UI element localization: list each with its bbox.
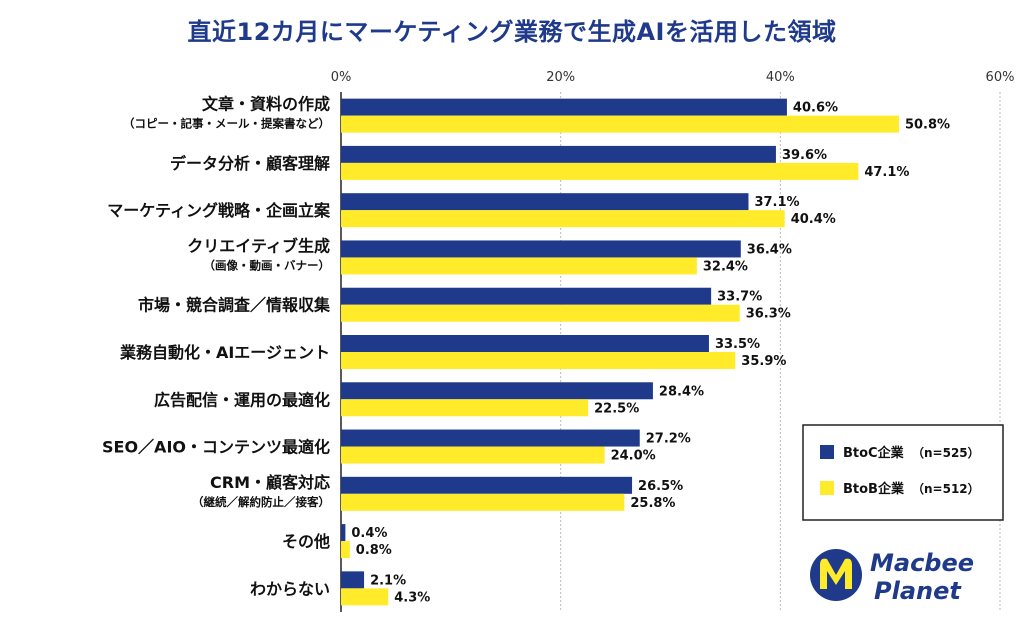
category-label: 業務自動化・AIエージェント <box>119 343 330 362</box>
bar-btoc <box>341 571 365 589</box>
bar-btob <box>341 210 785 228</box>
x-tick-label: 60% <box>986 70 1015 85</box>
logo-line2: Planet <box>874 577 962 605</box>
data-label: 2.1% <box>370 573 406 588</box>
data-label: 26.5% <box>638 479 683 494</box>
data-label: 50.8% <box>905 118 950 133</box>
category-label: 文章・資料の作成 <box>202 95 330 114</box>
data-label: 24.0% <box>611 449 656 464</box>
category-label: わからない <box>250 579 330 598</box>
bar-btob <box>341 304 740 322</box>
bar-btoc <box>341 429 640 447</box>
x-tick-label: 0% <box>331 70 352 85</box>
data-label: 39.6% <box>782 148 827 163</box>
category-label: 広告配信・運用の最適化 <box>154 390 330 409</box>
data-label: 0.4% <box>351 526 387 541</box>
data-label: 0.8% <box>356 543 392 558</box>
data-label: 25.8% <box>630 496 675 511</box>
category-sublabel: （継続／解約防止／接客） <box>192 495 330 509</box>
logo-line1: Macbee <box>870 549 974 577</box>
data-label: 40.4% <box>791 212 836 227</box>
bar-btoc <box>341 98 787 116</box>
category-label: マーケティング戦略・企画立案 <box>107 201 331 220</box>
legend: BtoC企業 （n=525） BtoB企業 （n=512） <box>802 424 1004 521</box>
bar-btoc <box>341 335 709 352</box>
bar-btoc <box>341 193 749 211</box>
data-label: 33.7% <box>717 290 762 305</box>
category-label: データ分析・顧客理解 <box>170 154 330 173</box>
x-tick-label: 40% <box>766 70 795 85</box>
bar-btoc <box>341 145 776 163</box>
legend-label-btob: BtoB企業 <box>843 481 905 497</box>
data-label: 27.2% <box>646 432 691 447</box>
bar-btoc <box>341 476 633 494</box>
legend-n-btoc: （n=525） <box>912 445 980 460</box>
category-sublabel: （画像・動画・バナー） <box>204 258 331 272</box>
bar-btob <box>341 399 589 417</box>
legend-label-btoc: BtoC企業 <box>843 445 905 461</box>
data-label: 36.4% <box>747 242 792 257</box>
label-layer: 文章・資料の作成 （コピー・記事・メール・提案書など） 40.6% 50.8% データ分… <box>102 95 950 606</box>
category-label: その他 <box>282 532 330 551</box>
category-label: CRM・顧客対応 <box>210 473 330 492</box>
data-label: 28.4% <box>659 384 704 399</box>
data-label: 33.5% <box>715 337 760 352</box>
category-label: SEO／AIO・コンテンツ最適化 <box>102 438 330 457</box>
category-label: クリエイティブ生成 <box>187 236 330 255</box>
data-label: 22.5% <box>594 401 639 416</box>
bar-btob <box>341 493 625 511</box>
data-label: 4.3% <box>394 590 430 605</box>
bar-btob <box>341 446 605 464</box>
bar-layer <box>341 98 899 606</box>
bar-btoc <box>341 524 346 542</box>
bar-btob <box>341 541 350 559</box>
bar-btob <box>341 162 859 180</box>
data-label: 37.1% <box>754 195 799 210</box>
bar-btoc <box>341 382 653 400</box>
legend-box <box>802 424 1004 521</box>
data-label: 47.1% <box>864 165 909 180</box>
data-label: 35.9% <box>741 354 786 369</box>
legend-swatch-btoc <box>820 445 834 459</box>
bar-btob <box>341 352 736 369</box>
data-label: 40.6% <box>793 101 838 116</box>
bar-btoc <box>341 240 741 258</box>
bar-btoc <box>341 287 712 305</box>
data-label: 36.3% <box>746 307 791 322</box>
bar-btob <box>341 115 899 133</box>
x-tick-label: 20% <box>546 70 575 85</box>
legend-n-btob: （n=512） <box>912 481 980 496</box>
chart-title: 直近12カ月にマーケティング業務で生成AIを活用した領域 <box>187 18 837 46</box>
legend-swatch-btob <box>820 481 834 495</box>
data-label: 32.4% <box>703 259 748 274</box>
bar-btob <box>341 588 389 606</box>
bar-btob <box>341 257 697 275</box>
logo-mark-icon <box>810 549 862 601</box>
macbee-planet-logo: Macbee Planet <box>810 549 974 605</box>
category-sublabel: （コピー・記事・メール・提案書など） <box>123 117 330 131</box>
category-label: 市場・競合調査／情報収集 <box>138 296 331 315</box>
